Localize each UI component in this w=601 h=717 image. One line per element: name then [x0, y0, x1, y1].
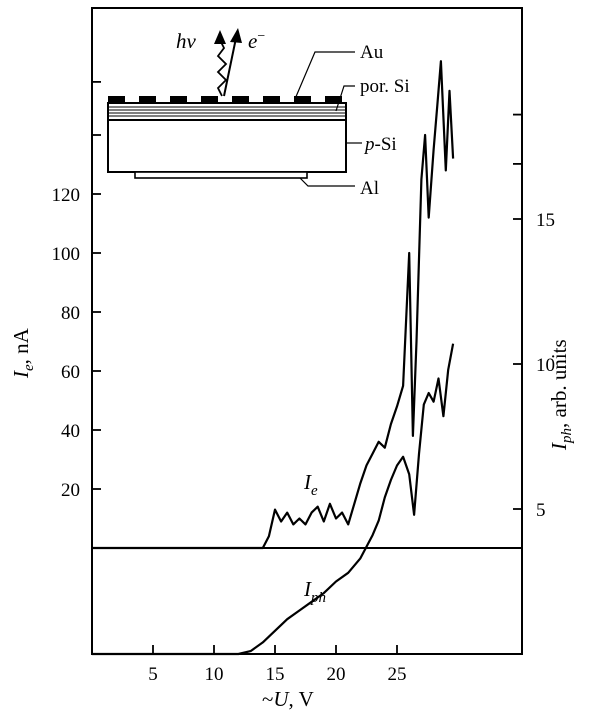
y-right-tick-label: 15: [536, 210, 555, 231]
y-left-tick-label: 80: [61, 303, 80, 324]
inset-schematic: hν e− Au por. Si p-Si Al: [107, 28, 410, 199]
x-tick-label: 5: [148, 664, 158, 685]
curve-label-iph: Iph: [303, 577, 326, 606]
label-p-si: p-Si: [363, 134, 397, 155]
series-ie-line: [92, 60, 455, 550]
leader-por-si: [335, 85, 355, 112]
y-left-tick-label: 20: [61, 480, 80, 501]
electron-arrow-line: [223, 37, 237, 97]
x-tick-label: 20: [327, 664, 346, 685]
electron-arrowhead: [230, 28, 242, 43]
inset-al-contact: [134, 171, 308, 179]
y-left-tick-label: 40: [61, 421, 80, 442]
photon-arrowhead: [214, 30, 226, 44]
inset-por-si-hatch: [108, 106, 346, 117]
label-au: Au: [360, 42, 384, 63]
leader-al: [299, 177, 355, 187]
photon-symbol: hν: [176, 29, 197, 53]
y-left-axis-title: Ie, nA: [9, 327, 37, 379]
curve-label-ie: Ie: [303, 470, 318, 499]
y-right-tick-label: 10: [536, 355, 555, 376]
x-tick-label: 15: [266, 664, 285, 685]
inset-por-si-layer: [107, 102, 347, 121]
x-tick-label: 10: [205, 664, 224, 685]
x-tick-label: 25: [388, 664, 407, 685]
x-axis-title: ~U, V: [262, 687, 314, 711]
electron-symbol: e−: [248, 29, 265, 53]
photon-wave-arrow: [216, 39, 228, 97]
label-por-si: por. Si: [360, 76, 410, 97]
y-left-tick-label: 120: [52, 185, 81, 206]
y-right-ticks: 5 10 15: [513, 113, 555, 521]
y-left-tick-label: 60: [61, 362, 80, 383]
y-left-ticks: 20 40 60 80 100 120: [52, 81, 101, 501]
x-ticks: 5 10 15 20 25: [148, 645, 407, 685]
inset-p-si-layer: [107, 119, 347, 173]
y-right-tick-label: 5: [536, 500, 546, 521]
plot-frame: [91, 7, 523, 655]
y-left-tick-label: 100: [52, 244, 81, 265]
label-al: Al: [360, 178, 379, 199]
series-iph-line: [92, 343, 455, 656]
inset-au-dashes: [108, 96, 342, 103]
leader-au: [294, 51, 355, 100]
y-right-axis-title: Iph, arb. units: [547, 339, 575, 451]
